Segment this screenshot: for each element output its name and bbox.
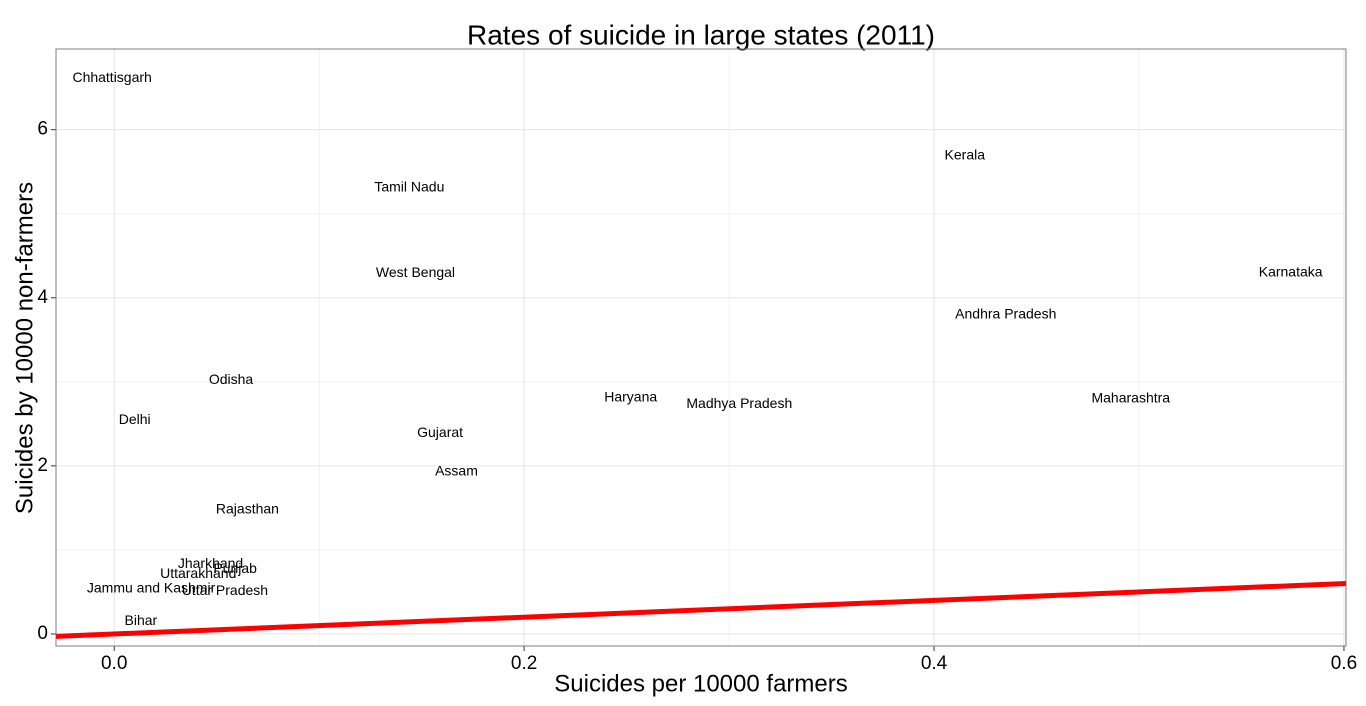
- point-label: Madhya Pradesh: [686, 395, 792, 411]
- chart-title: Rates of suicide in large states (2011): [467, 19, 935, 50]
- plot-border: [55, 48, 1347, 647]
- point-label: Gujarat: [417, 424, 463, 440]
- y-tick-label: 2: [37, 455, 48, 476]
- point-label: Punjab: [213, 560, 257, 576]
- x-tick-label: 0.0: [101, 653, 127, 674]
- point-label: Odisha: [209, 371, 254, 387]
- y-tick-label: 4: [37, 287, 48, 308]
- point-label: Rajasthan: [216, 500, 279, 516]
- point-label: Haryana: [604, 389, 657, 405]
- point-label: Jharkhand: [178, 555, 243, 571]
- point-label: West Bengal: [376, 264, 455, 280]
- point-label: Chhattisgarh: [72, 69, 151, 85]
- x-tick-label: 0.2: [511, 653, 537, 674]
- y-axis-label: Suicides by 10000 non-farmers: [11, 182, 38, 514]
- point-label: Karnataka: [1259, 263, 1323, 279]
- x-axis-label: Suicides per 10000 farmers: [554, 670, 847, 697]
- reference-line: [55, 580, 1347, 639]
- x-tick-label: 0.4: [921, 653, 948, 674]
- point-label: Bihar: [125, 612, 158, 628]
- point-label: Maharashtra: [1091, 389, 1170, 405]
- y-tick-label: 0: [37, 623, 48, 644]
- point-label: Jammu and Kashmir: [87, 579, 216, 595]
- point-label: Delhi: [119, 411, 151, 427]
- y-tick-label: 6: [37, 119, 48, 140]
- point-label: Uttar Pradesh: [182, 582, 268, 598]
- point-label: Kerala: [945, 146, 986, 162]
- point-label: Uttarakhand: [160, 565, 236, 581]
- point-label: Andhra Pradesh: [955, 305, 1056, 321]
- x-tick-label: 0.6: [1331, 653, 1357, 674]
- point-label: Tamil Nadu: [374, 178, 444, 194]
- point-label: Assam: [435, 462, 478, 478]
